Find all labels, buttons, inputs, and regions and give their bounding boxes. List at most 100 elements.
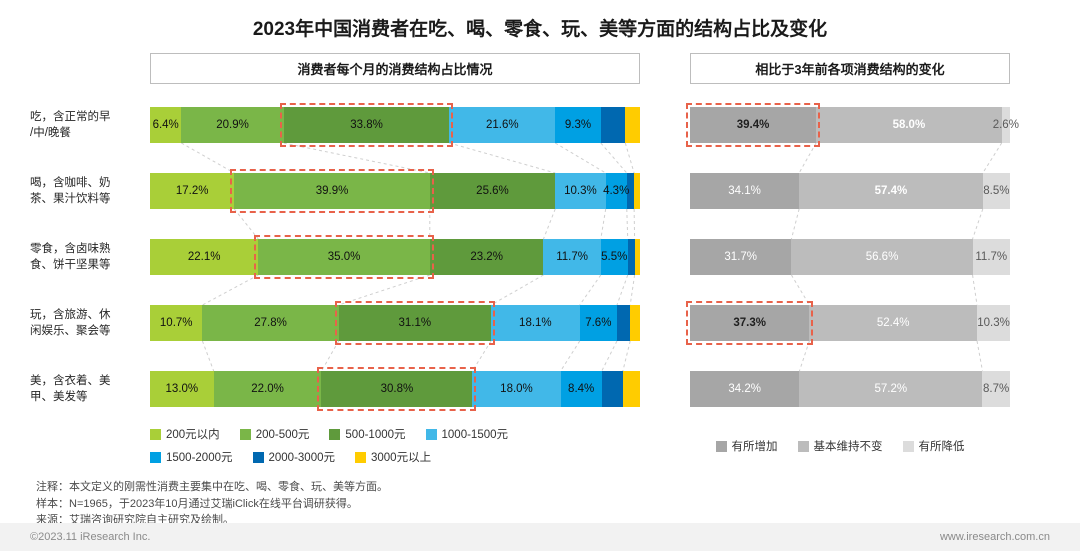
legend-item: 200元以内 xyxy=(150,426,220,442)
chart-row: 美，含衣着、美 甲、美发等 13.0% 22.0% 30.8% 18.0% 8.4% xyxy=(30,356,640,422)
bar-segment: 4.3% xyxy=(603,173,630,209)
bar-segment xyxy=(634,239,640,275)
left-panel: 消费者每个月的消费结构占比情况 吃，含正常的早 /中/晚餐 6.4% 20.9% 33… xyxy=(30,53,640,465)
bar-segment: 57.4% xyxy=(799,173,983,209)
bar-segment: 20.9% xyxy=(181,107,284,143)
legend-swatch xyxy=(150,451,161,463)
legend-item: 500-1000元 xyxy=(329,426,406,442)
bar-segment: 21.6% xyxy=(449,107,556,143)
right-chart: 39.4% 58.0% 2.6% 34.1% 57.4% 8.5% 31.7% 56.6% 11… xyxy=(686,92,1019,422)
bar-segment xyxy=(601,371,623,407)
segment-value: 27.8% xyxy=(254,317,287,329)
segment-value: 58.0% xyxy=(892,119,926,131)
segment-value: 5.5% xyxy=(601,251,628,263)
bar-segment: 33.8% xyxy=(279,103,454,147)
stacked-bar: 34.1% 57.4% 8.5% xyxy=(690,173,1010,209)
bar-segment: 7.6% xyxy=(579,305,617,341)
segment-value: 8.5% xyxy=(983,185,1010,197)
chart-row: 玩，含旅游、休 闲娱乐、聚会等 10.7% 27.8% 31.1% 18.1% 7.6% xyxy=(30,290,640,356)
category-label: 零食，含卤味熟 食、饼干坚果等 xyxy=(30,242,111,271)
footer-bar: ©2023.11 iResearch Inc. www.iresearch.co… xyxy=(0,523,1080,551)
stacked-bar: 6.4% 20.9% 33.8% 21.6% 9.3% xyxy=(150,103,640,147)
bar-segment xyxy=(600,107,626,143)
left-panel-header: 消费者每个月的消费结构占比情况 xyxy=(150,53,640,84)
stacked-bar: 10.7% 27.8% 31.1% 18.1% 7.6% xyxy=(150,301,640,345)
note-line: 注释：本文定义的刚需性消费主要集中在吃、喝、零食、玩、美等方面。 xyxy=(36,481,388,493)
segment-value: 10.7% xyxy=(159,317,193,329)
legend-item: 有所降低 xyxy=(902,438,965,454)
legend-item: 1500-2000元 xyxy=(150,449,233,465)
legend-label: 200-500元 xyxy=(255,429,310,441)
segment-value: 22.1% xyxy=(187,251,221,263)
category-label: 喝，含咖啡、奶 茶、果汁饮料等 xyxy=(30,176,111,205)
bar-segment xyxy=(622,371,640,407)
chart-row: 34.2% 57.2% 8.7% xyxy=(690,356,1010,422)
legend-label: 有所降低 xyxy=(918,441,965,453)
bar-segment: 10.3% xyxy=(555,173,606,209)
bar-segment: 18.0% xyxy=(472,371,561,407)
segment-value: 57.2% xyxy=(874,383,908,395)
legend-item: 1000-1500元 xyxy=(425,426,508,442)
bar-segment xyxy=(627,239,635,275)
segment-value: 37.3% xyxy=(733,317,766,329)
bar-segment: 8.7% xyxy=(982,371,1010,407)
stacked-bar: 37.3% 52.4% 10.3% xyxy=(686,301,1010,345)
bar-segment: 22.1% xyxy=(150,239,259,275)
stacked-bar: 39.4% 58.0% 2.6% xyxy=(686,103,1019,147)
page-title: 2023年中国消费者在吃、喝、零食、玩、美等方面的结构占比及变化 xyxy=(252,19,828,40)
segment-value: 10.3% xyxy=(977,317,1010,329)
bar-segment: 25.6% xyxy=(429,173,556,209)
right-legend: 有所增加 基本维持不变 有所降低 xyxy=(690,438,1010,454)
bar-segment: 35.0% xyxy=(254,235,434,279)
segment-value: 4.3% xyxy=(603,185,630,197)
note-line: 样本：N=1965，于2023年10月通过艾瑞iClick在线平台调研获得。 xyxy=(36,497,358,510)
segment-value: 33.8% xyxy=(350,119,383,131)
bar-segment: 34.1% xyxy=(690,173,800,209)
category-label: 吃，含正常的早 /中/晚餐 xyxy=(30,110,111,139)
legend-label: 1500-2000元 xyxy=(166,452,233,464)
segment-value: 35.0% xyxy=(327,251,361,263)
legend-label: 200元以内 xyxy=(166,429,220,441)
charts-area: 消费者每个月的消费结构占比情况 吃，含正常的早 /中/晚餐 6.4% 20.9% 33… xyxy=(0,41,1080,465)
chart-row: 39.4% 58.0% 2.6% xyxy=(686,92,1019,158)
bar-segment: 11.7% xyxy=(972,239,1010,275)
segment-value: 7.6% xyxy=(585,317,612,329)
bar-segment: 52.4% xyxy=(809,305,978,341)
chart-row: 34.1% 57.4% 8.5% xyxy=(690,158,1010,224)
legend-item: 200-500元 xyxy=(239,426,310,442)
segment-value: 31.1% xyxy=(398,317,432,329)
bar-segment: 9.3% xyxy=(555,107,601,143)
bar-segment: 10.7% xyxy=(150,305,203,341)
legend-swatch xyxy=(715,440,727,452)
legend-item: 有所增加 xyxy=(715,438,778,454)
legend-swatch xyxy=(797,440,809,452)
bar-segment: 57.2% xyxy=(799,371,983,407)
chart-row: 喝，含咖啡、奶 茶、果汁饮料等 17.2% 39.9% 25.6% 10.3% 4.3% xyxy=(30,158,640,224)
bar-segment: 56.6% xyxy=(791,239,973,275)
bar-segment: 18.1% xyxy=(491,305,580,341)
segment-value: 22.0% xyxy=(251,383,284,395)
bar-segment: 17.2% xyxy=(150,173,235,209)
segment-value: 57.4% xyxy=(874,185,908,197)
segment-value: 30.8% xyxy=(380,383,414,395)
bar-segment: 8.5% xyxy=(982,173,1010,209)
segment-value: 23.2% xyxy=(470,251,503,263)
bar-segment xyxy=(625,107,640,143)
stacked-bar: 31.7% 56.6% 11.7% xyxy=(690,239,1010,275)
right-panel-header: 相比于3年前各项消费结构的变化 xyxy=(690,53,1010,84)
bar-segment xyxy=(616,305,631,341)
segment-value: 56.6% xyxy=(865,251,899,263)
website-link[interactable]: www.iresearch.com.cn xyxy=(939,531,1050,543)
legend-item: 2000-3000元 xyxy=(252,449,335,465)
right-panel: 相比于3年前各项消费结构的变化 39.4% 58.0% 2.6% 34.1% 57.4%… xyxy=(686,53,1019,465)
chart-row: 零食，含卤味熟 食、饼干坚果等 22.1% 35.0% 23.2% 11.7% 5.5% xyxy=(30,224,640,290)
legend-item: 基本维持不变 xyxy=(797,438,883,454)
bar-segment xyxy=(634,173,640,209)
legend-label: 3000元以上 xyxy=(371,452,432,464)
segment-value: 52.4% xyxy=(876,317,910,329)
left-chart: 吃，含正常的早 /中/晚餐 6.4% 20.9% 33.8% 21.6% 9.3% 喝，含咖… xyxy=(30,92,640,422)
segment-value: 9.3% xyxy=(564,119,592,131)
bar-segment: 8.4% xyxy=(560,371,602,407)
legend-swatch xyxy=(902,440,914,452)
